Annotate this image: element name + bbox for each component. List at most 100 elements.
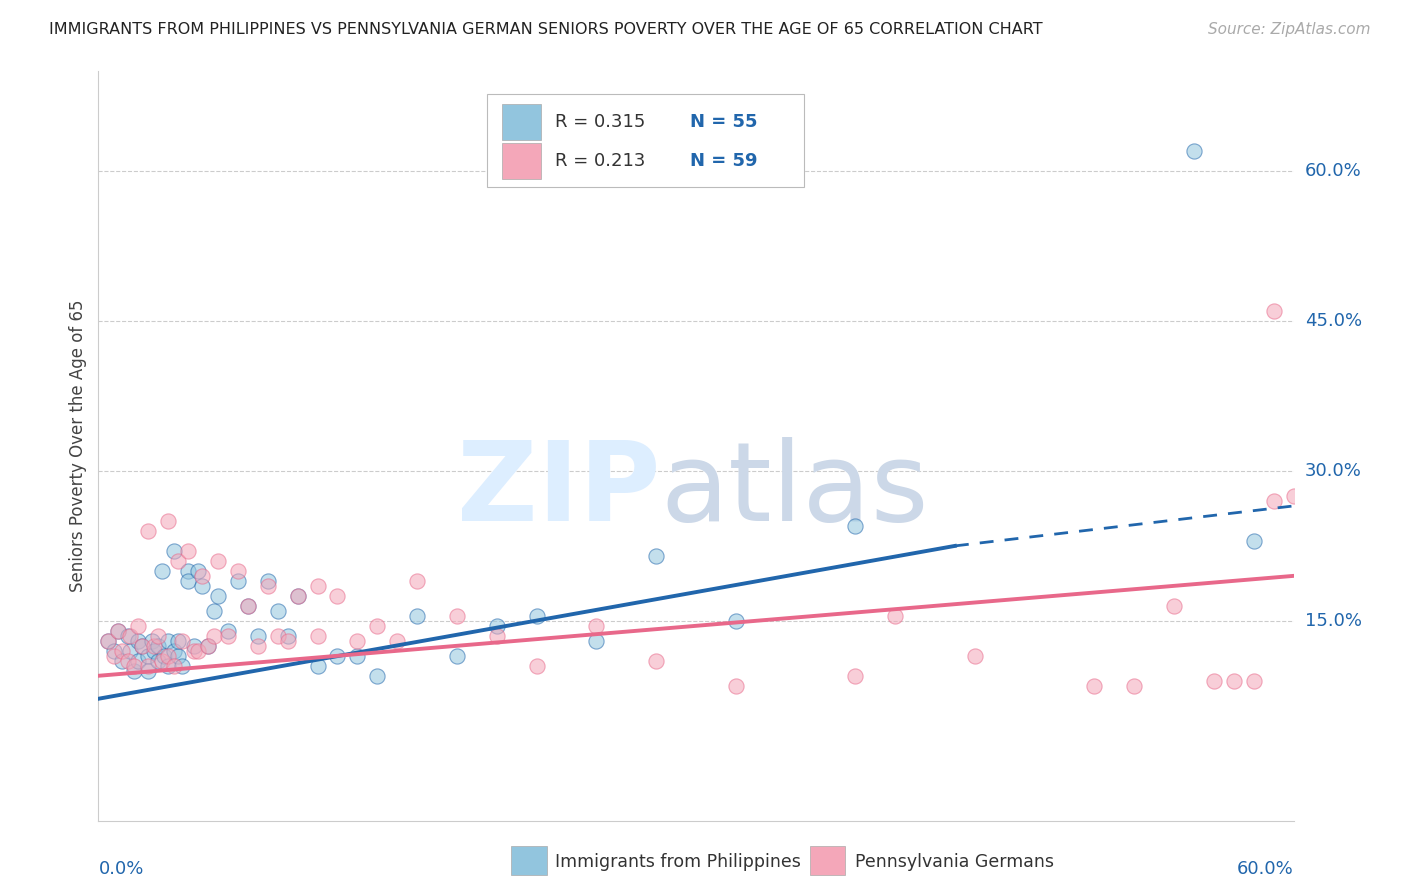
FancyBboxPatch shape [810, 847, 845, 874]
Point [217, 629, 239, 643]
Text: 60.0%: 60.0% [1237, 860, 1294, 878]
Point [226, 574, 249, 588]
Point [136, 524, 159, 538]
Point [307, 579, 329, 593]
Point [163, 658, 186, 673]
Point [172, 658, 194, 673]
Point [127, 619, 149, 633]
Point [197, 639, 219, 653]
Point [307, 658, 329, 673]
Point [150, 564, 173, 578]
Point [256, 579, 278, 593]
Point [124, 664, 146, 678]
Point [246, 639, 269, 653]
Point [963, 648, 986, 663]
Point [157, 648, 180, 663]
Point [97, 633, 120, 648]
Point [124, 658, 146, 673]
Point [1123, 679, 1146, 693]
Point [120, 644, 142, 658]
Point [267, 604, 290, 618]
Point [157, 514, 180, 528]
Point [148, 654, 170, 668]
Point [236, 599, 259, 613]
Point [117, 629, 139, 643]
Point [187, 644, 209, 658]
Point [157, 658, 180, 673]
Point [136, 658, 159, 673]
Point [446, 648, 468, 663]
Point [366, 669, 388, 683]
Point [111, 654, 134, 668]
Point [1243, 673, 1265, 688]
Point [207, 589, 229, 603]
Point [1263, 304, 1285, 318]
Point [120, 629, 142, 643]
Point [117, 654, 139, 668]
Point [153, 648, 176, 663]
Point [226, 564, 249, 578]
Text: Immigrants from Philippines: Immigrants from Philippines [555, 853, 801, 871]
Text: 60.0%: 60.0% [1305, 162, 1361, 180]
Point [167, 554, 190, 568]
FancyBboxPatch shape [486, 94, 804, 187]
Point [246, 629, 269, 643]
Point [97, 633, 120, 648]
Text: Source: ZipAtlas.com: Source: ZipAtlas.com [1208, 22, 1371, 37]
Point [202, 604, 225, 618]
Point [177, 574, 200, 588]
FancyBboxPatch shape [502, 103, 541, 139]
Point [526, 608, 548, 623]
Point [236, 599, 259, 613]
Point [1202, 673, 1225, 688]
Point [1182, 145, 1205, 159]
Point [585, 619, 607, 633]
Point [645, 654, 668, 668]
Point [202, 629, 225, 643]
Point [136, 648, 159, 663]
Y-axis label: Seniors Poverty Over the Age of 65: Seniors Poverty Over the Age of 65 [69, 300, 87, 592]
Point [191, 569, 214, 583]
Point [1243, 533, 1265, 548]
Text: 45.0%: 45.0% [1305, 312, 1362, 330]
Point [485, 619, 508, 633]
Point [1282, 489, 1305, 503]
Point [724, 679, 747, 693]
Text: R = 0.315: R = 0.315 [555, 112, 645, 130]
Point [148, 629, 170, 643]
Point [844, 669, 866, 683]
Point [326, 589, 349, 603]
Text: 30.0%: 30.0% [1305, 462, 1361, 480]
Point [111, 644, 134, 658]
Point [346, 648, 368, 663]
Point [446, 608, 468, 623]
Point [385, 633, 409, 648]
Point [287, 589, 309, 603]
Point [191, 579, 214, 593]
Text: Pennsylvania Germans: Pennsylvania Germans [855, 853, 1054, 871]
Point [177, 564, 200, 578]
Point [366, 619, 388, 633]
Point [724, 614, 747, 628]
Point [346, 633, 368, 648]
Point [136, 664, 159, 678]
Text: 0.0%: 0.0% [98, 860, 143, 878]
Point [183, 644, 205, 658]
Text: N = 59: N = 59 [690, 153, 758, 170]
Point [148, 639, 170, 653]
Point [172, 633, 194, 648]
Point [1163, 599, 1185, 613]
Point [197, 639, 219, 653]
Point [844, 519, 866, 533]
Point [485, 629, 508, 643]
Text: atlas: atlas [661, 437, 928, 544]
Point [163, 544, 186, 558]
Point [131, 639, 153, 653]
Point [406, 574, 429, 588]
Point [107, 624, 129, 638]
Point [1263, 494, 1285, 508]
Point [157, 633, 180, 648]
Point [256, 574, 278, 588]
Point [107, 624, 129, 638]
Point [585, 633, 607, 648]
